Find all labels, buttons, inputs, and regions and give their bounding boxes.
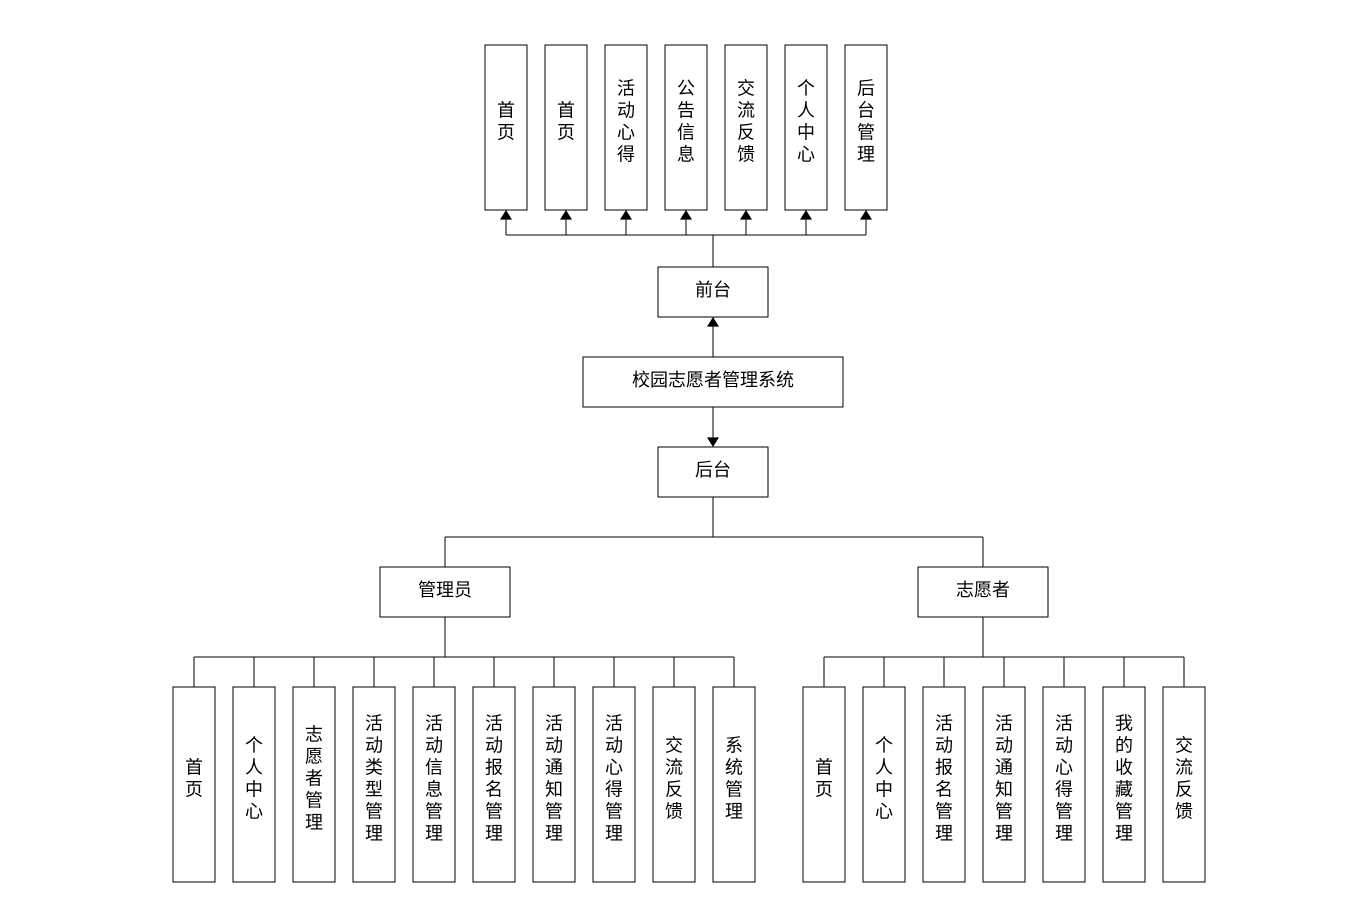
backend-node-label: 后台 [695,460,731,480]
root-node-label: 校园志愿者管理系统 [632,370,794,390]
admin-leaf-2-label: 志愿者管理 [305,725,323,833]
org-chart-diagram: 校园志愿者管理系统前台首页首页活动心得公告信息交流反馈个人中心后台管理后台管理员… [0,0,1353,909]
frontend-node-label: 前台 [695,280,731,300]
role-node-admin-label: 管理员 [418,580,472,600]
role-node-volunteer-label: 志愿者 [956,580,1010,600]
